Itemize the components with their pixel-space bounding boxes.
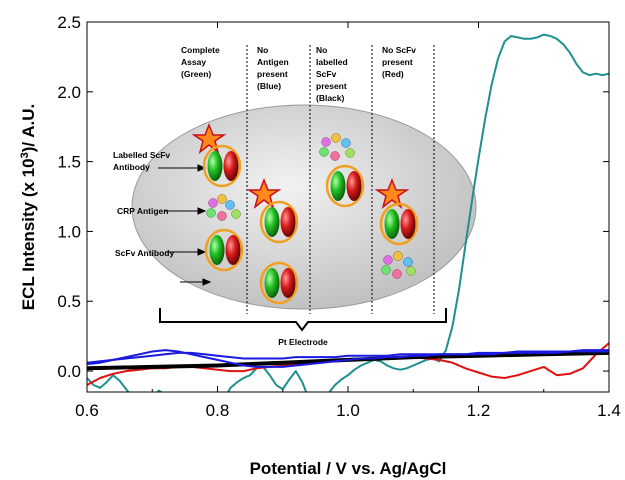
green-bead [264, 268, 280, 298]
y-tick-label: 2.5 [57, 13, 81, 32]
column-header-line: No ScFv [382, 45, 416, 55]
x-tick-label: 0.8 [206, 401, 230, 420]
red-bead [400, 209, 416, 239]
series-layer [87, 33, 609, 392]
column-header-line: Antigen [257, 57, 289, 67]
side-labels: Labelled ScFv Antibody CRP Antigen ScFv Ant… [113, 150, 174, 258]
column-header-line: present [257, 69, 288, 79]
antibody-ring [259, 200, 299, 244]
green-bead [264, 207, 280, 237]
y-axis-title-main: ECL Intensity (x 10 [19, 158, 38, 310]
no-antigen-column [246, 177, 299, 305]
y-axis-title: ECL Intensity (x 103)/ A.U. [19, 104, 38, 310]
assay-inset: Complete Assay (Green) No Antigen present (Blu… [113, 45, 477, 347]
antibody-ring [259, 261, 299, 305]
y-tick-label: 2.0 [57, 83, 81, 102]
electrode-brace [159, 308, 447, 332]
electrode-label: Pt Electrode [278, 337, 328, 347]
column-header-line: ScFv [316, 69, 337, 79]
arrow-head [202, 278, 212, 286]
electrode-oval [131, 104, 477, 310]
labelled-antibody [191, 122, 242, 188]
column-header-line: present [316, 81, 347, 91]
crp-antigen-cluster [206, 194, 241, 221]
column-headers: Complete Assay (Green) No Antigen present (Blu… [181, 45, 416, 103]
red-bead [346, 171, 362, 201]
inset-label-line: ScFv Antibody [115, 248, 174, 258]
scfv-antibody [204, 228, 244, 272]
no-scfv-column [374, 177, 419, 279]
antibody-ring [202, 144, 242, 188]
green-bead [330, 171, 346, 201]
pointer-arrows [158, 164, 212, 286]
y-axis-title-sup: 3 [19, 152, 31, 158]
x-tick-label: 1.0 [336, 401, 360, 420]
star-icon [246, 177, 282, 209]
column-header-line: (Blue) [257, 81, 281, 91]
column-header-line: No [316, 45, 327, 55]
y-tick-label: 0.0 [57, 362, 81, 381]
inset-label-line: CRP Antigen [117, 206, 168, 216]
column-header-line: present [382, 57, 413, 67]
arrow-head [197, 164, 207, 172]
green-bead [209, 235, 225, 265]
y-tick-label: 1.5 [57, 153, 81, 172]
axes-layer: 0.6 0.8 1.0 1.2 1.4 0.0 0.5 1.0 1.5 2.0 2.5 [57, 13, 620, 420]
column-header-line: Complete [181, 45, 220, 55]
arrow-head [197, 248, 207, 256]
no-labelled-scfv-column [319, 133, 365, 208]
column-header-line: Assay [181, 57, 206, 67]
inset-label-line: Antibody [113, 162, 150, 172]
x-tick-label: 0.6 [75, 401, 99, 420]
series-line-5 [87, 349, 609, 368]
antibody-ring [325, 164, 365, 208]
antibody-ring [379, 202, 419, 246]
star-icon [191, 122, 227, 154]
red-bead [225, 235, 241, 265]
antibody-ring [204, 228, 244, 272]
y-axis-title-tail: )/ A.U. [19, 104, 38, 152]
column-header-line: labelled [316, 57, 348, 67]
x-tick-label: 1.2 [467, 401, 491, 420]
red-bead [280, 268, 296, 298]
series-line-4 [87, 349, 609, 364]
column-header-line: (Black) [316, 93, 345, 103]
column-header-line: (Red) [382, 69, 404, 79]
star-icon [374, 177, 410, 209]
y-tick-label: 1.0 [57, 222, 81, 241]
x-tick-label: 1.4 [597, 401, 621, 420]
inset-label-line: Labelled ScFv [113, 150, 170, 160]
green-bead [207, 151, 223, 181]
column-header-line: No [257, 45, 268, 55]
red-bead [280, 207, 296, 237]
column-header-line: (Green) [181, 69, 211, 79]
y-tick-label: 0.5 [57, 292, 81, 311]
series-line-1 [87, 33, 609, 392]
x-axis-title: Potential / V vs. Ag/AgCl [250, 459, 447, 478]
red-bead [223, 151, 239, 181]
green-bead [384, 209, 400, 239]
arrow-head [197, 207, 207, 215]
